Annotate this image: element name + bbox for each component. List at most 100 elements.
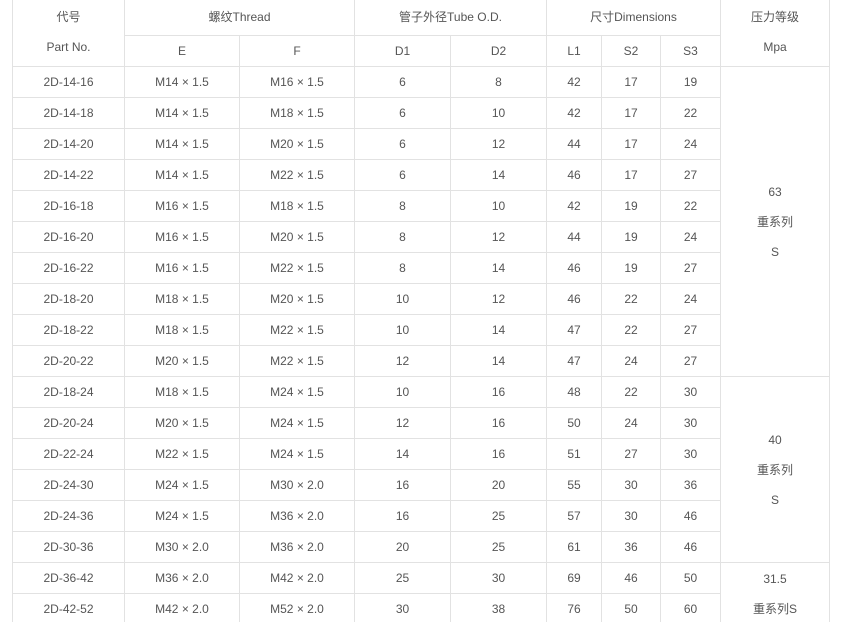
cell: 19 [601,221,661,253]
cell: 30 [450,562,547,594]
cell: M18 × 1.5 [239,190,355,222]
header-text: Mpa [763,39,787,54]
cell: 17 [601,128,661,160]
pressure-text: 31.5 [763,571,787,586]
cell: 69 [546,562,602,594]
header-cell: 代号 Part No. [12,0,125,67]
cell: M24 × 1.5 [124,469,240,501]
cell: 8 [354,252,451,284]
pressure-text: 重系列 [756,214,793,229]
cell: 2D-36-42 [12,562,125,594]
cell: M24 × 1.5 [239,407,355,439]
data-row: 2D-24-30 M24 × 1.5 M30 × 2.0 16 20 55 30 36 [12,469,830,501]
sub-header: D1 [354,35,451,67]
cell: M16 × 1.5 [239,66,355,98]
cell: 30 [660,376,721,408]
cell: 14 [450,252,547,284]
pressure-cell: 31.5 重系列S [720,562,830,622]
data-row: 2D-16-18 M16 × 1.5 M18 × 1.5 8 10 42 19 22 [12,190,830,222]
data-row: 2D-14-18 M14 × 1.5 M18 × 1.5 6 10 42 17 22 [12,97,830,129]
cell: 24 [660,221,721,253]
cell: 6 [354,159,451,191]
pressure-text: 重系列 [756,462,793,477]
cell: 2D-24-36 [12,500,125,532]
header-text: Part No. [46,39,91,54]
pressure-cell: 63 重系列 S [720,66,830,377]
cell: 30 [601,500,661,532]
cell: 12 [354,345,451,377]
cell: M20 × 1.5 [239,128,355,160]
cell: 50 [546,407,602,439]
cell: 22 [660,190,721,222]
cell: M22 × 1.5 [239,159,355,191]
cell: M22 × 1.5 [239,252,355,284]
cell: 2D-18-20 [12,283,125,315]
data-row: 2D-14-22 M14 × 1.5 M22 × 1.5 6 14 46 17 27 [12,159,830,191]
cell: 2D-16-20 [12,221,125,253]
cell: M36 × 2.0 [239,500,355,532]
sub-header: S2 [601,35,661,67]
data-row: 2D-14-16 M14 × 1.5 M16 × 1.5 6 8 42 17 19 63 重系列 S [12,66,830,377]
cell: 44 [546,128,602,160]
sub-header: S3 [660,35,721,67]
cell: 2D-14-18 [12,97,125,129]
cell: M42 × 2.0 [239,562,355,594]
cell: 30 [660,407,721,439]
cell: 24 [660,128,721,160]
sub-header: E [124,35,240,67]
data-row: 2D-18-22 M18 × 1.5 M22 × 1.5 10 14 47 22 27 [12,314,830,346]
data-row: 2D-22-24 M22 × 1.5 M24 × 1.5 14 16 51 27 30 [12,438,830,470]
cell: 2D-22-24 [12,438,125,470]
cell: 27 [660,252,721,284]
header-row: 代号 Part No. 螺纹Thread 管子外径Tube O.D. 尺寸Dimensi… [12,0,830,67]
cell: 2D-24-30 [12,469,125,501]
cell: 55 [546,469,602,501]
cell: 47 [546,314,602,346]
cell: 22 [601,376,661,408]
cell: 12 [450,221,547,253]
cell: M24 × 1.5 [239,438,355,470]
cell: 50 [601,593,661,622]
cell: 12 [354,407,451,439]
cell: 10 [450,190,547,222]
cell: 12 [450,128,547,160]
cell: M22 × 1.5 [239,345,355,377]
pressure-text: S [770,244,779,259]
cell: 2D-42-52 [12,593,125,622]
data-row: 2D-18-24 M18 × 1.5 M24 × 1.5 10 16 48 22 30 40 重系… [12,376,830,563]
cell: 2D-30-36 [12,531,125,563]
cell: 27 [601,438,661,470]
cell: M36 × 2.0 [124,562,240,594]
data-row: 2D-20-22 M20 × 1.5 M22 × 1.5 12 14 47 24 27 [12,345,830,377]
pressure-text: 40 [768,432,782,447]
cell: 42 [546,66,602,98]
cell: M16 × 1.5 [124,190,240,222]
cell: 46 [660,531,721,563]
cell: 25 [450,500,547,532]
group-header: 螺纹Thread [124,0,355,36]
cell: 24 [660,283,721,315]
cell: 10 [450,97,547,129]
spec-table: 代号 Part No. 螺纹Thread 管子外径Tube O.D. 尺寸Dimensi… [12,0,830,622]
cell: M30 × 2.0 [124,531,240,563]
cell: 2D-14-20 [12,128,125,160]
cell: 14 [450,159,547,191]
data-row: 2D-24-36 M24 × 1.5 M36 × 2.0 16 25 57 30 46 [12,500,830,532]
cell: 6 [354,97,451,129]
cell: 46 [546,283,602,315]
cell: 38 [450,593,547,622]
cell: M30 × 2.0 [239,469,355,501]
cell: 47 [546,345,602,377]
cell: 22 [601,283,661,315]
cell: 17 [601,97,661,129]
sub-header: L1 [546,35,602,67]
cell: M42 × 2.0 [124,593,240,622]
cell: M36 × 2.0 [239,531,355,563]
cell: M14 × 1.5 [124,66,240,98]
cell: M18 × 1.5 [124,376,240,408]
cell: 8 [354,190,451,222]
cell: M24 × 1.5 [124,500,240,532]
cell: 46 [660,500,721,532]
